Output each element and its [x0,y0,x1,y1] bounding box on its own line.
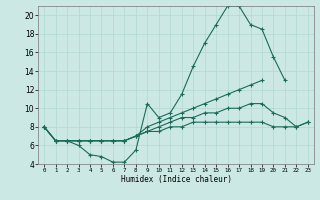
X-axis label: Humidex (Indice chaleur): Humidex (Indice chaleur) [121,175,231,184]
